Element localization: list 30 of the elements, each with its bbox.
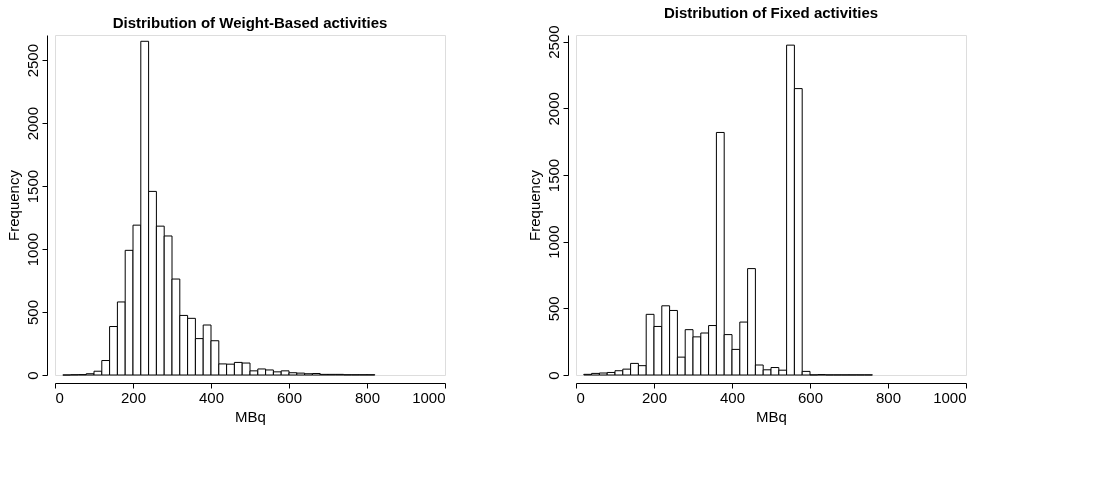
x-axis-title: MBq	[756, 407, 787, 425]
y-tick-label: 1500	[23, 169, 41, 204]
y-tick-label: 1500	[544, 158, 562, 193]
y-tick-label: 1000	[544, 225, 562, 259]
x-tick-label: 200	[641, 388, 668, 406]
x-tick-label: 200	[120, 388, 147, 406]
x-tick-label: 800	[354, 388, 381, 406]
y-tick-label: 0	[23, 371, 41, 380]
chart-title: Distribution of Fixed activities	[663, 3, 879, 21]
y-tick-label: 2000	[544, 92, 562, 126]
x-tick-label: 0	[55, 388, 64, 406]
y-tick-label: 500	[23, 300, 41, 326]
x-tick-label: 800	[875, 388, 902, 406]
y-tick-label: 2500	[544, 25, 562, 59]
y-tick-label: 500	[544, 296, 562, 322]
x-tick-label: 0	[576, 388, 585, 406]
x-tick-label: 400	[719, 388, 746, 406]
y-tick-label: 0	[544, 371, 562, 380]
x-axis-title: MBq	[235, 407, 266, 425]
chart-title: Distribution of Weight-Based activities	[112, 14, 388, 31]
y-tick-label: 2000	[23, 106, 41, 141]
y-tick-label: 1000	[23, 232, 41, 267]
y-tick-label: 2500	[23, 44, 41, 78]
x-tick-label: 600	[797, 388, 824, 406]
y-axis-title: Frequency	[525, 169, 543, 241]
x-tick-label: 1000	[933, 388, 967, 406]
x-tick-label: 600	[276, 388, 303, 406]
y-axis-title: Frequency	[4, 169, 22, 241]
x-tick-label: 400	[198, 388, 225, 406]
x-tick-label: 1000	[412, 388, 446, 406]
